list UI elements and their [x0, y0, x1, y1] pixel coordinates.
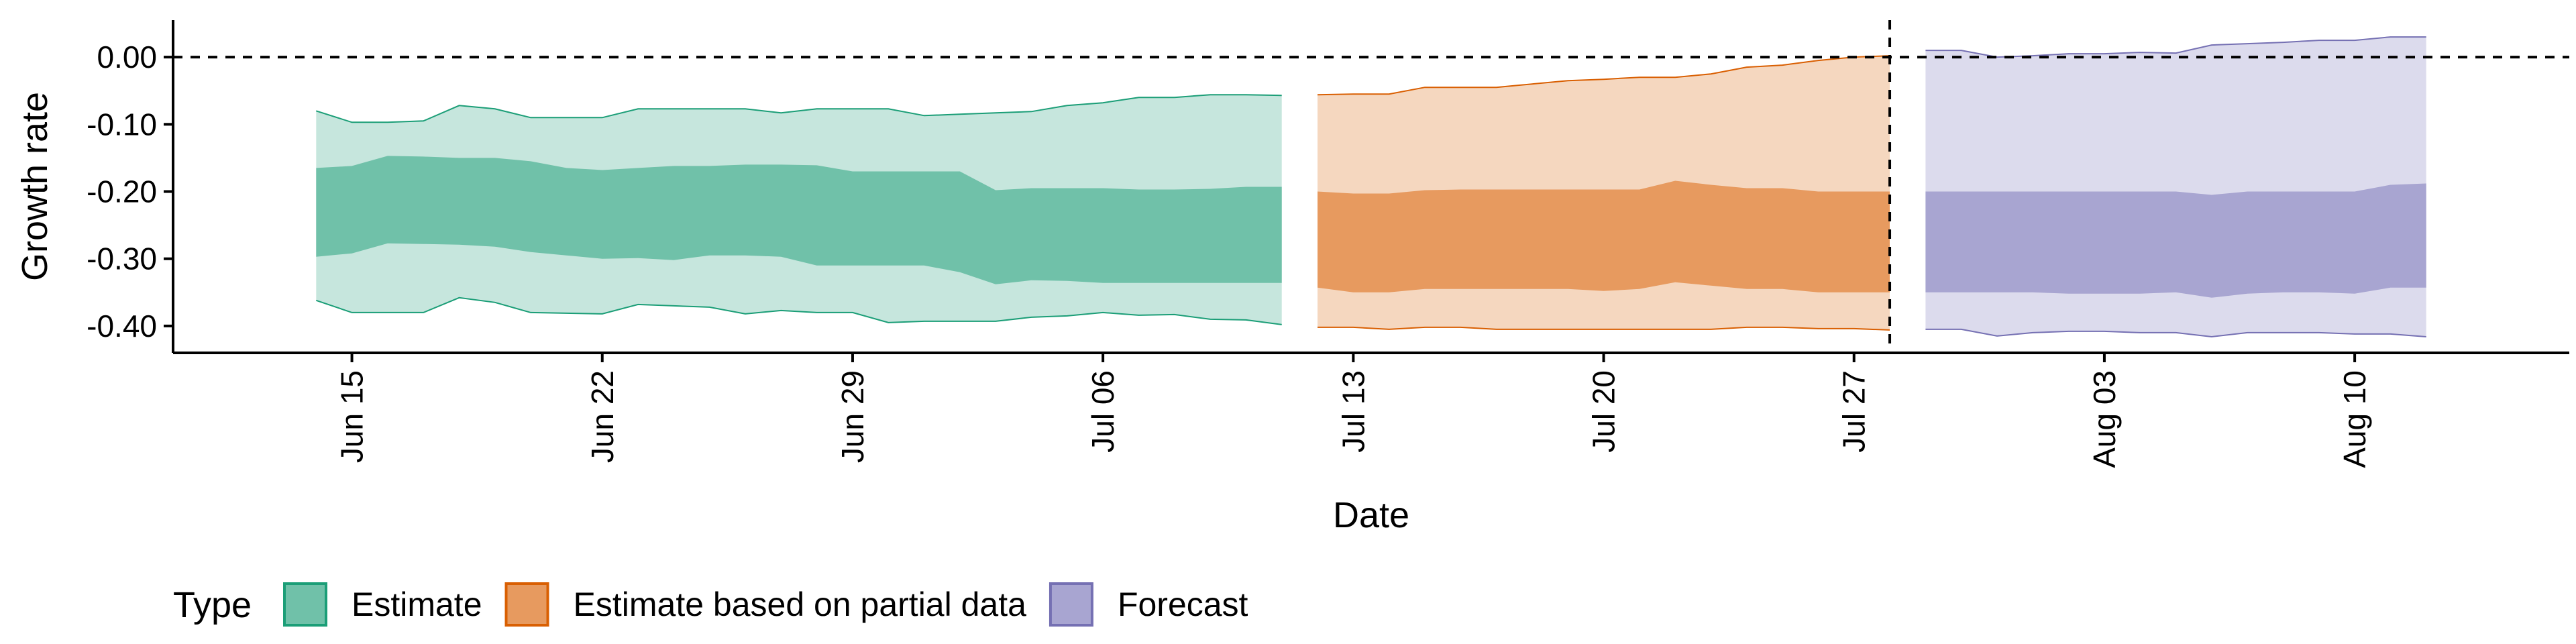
- inner-interval-band: [1925, 183, 2426, 298]
- legend-item-estimate: Estimate: [283, 582, 482, 627]
- y-tick-label: -0.20: [87, 174, 157, 209]
- outer-lower-line: [1925, 328, 2426, 338]
- legend-label: Estimate: [352, 586, 482, 623]
- y-tick-label: -0.40: [87, 309, 157, 343]
- y-axis-title: Growth rate: [15, 92, 55, 281]
- outer-upper-line: [1317, 55, 1890, 96]
- legend-swatch: [504, 582, 549, 627]
- outer-upper-line: [315, 94, 1282, 123]
- inner-interval-band: [316, 156, 1282, 284]
- outer-lower-line: [1318, 326, 1890, 331]
- axes: [172, 20, 2569, 354]
- x-tick-label: Jul 06: [1085, 370, 1120, 453]
- reference-lines: [173, 20, 2569, 353]
- legend-item-estimate-based-on-partial-data: Estimate based on partial data: [504, 582, 1027, 627]
- y-tick-label: 0.00: [97, 40, 157, 74]
- x-tick-label: Jul 13: [1336, 370, 1371, 453]
- inner-interval-band: [1318, 180, 1890, 292]
- y-ticks: 0.00 -0.10 -0.20 -0.30 -0.40: [87, 40, 173, 343]
- series-estimate: [315, 94, 1282, 325]
- y-tick-label: -0.30: [87, 241, 157, 276]
- series-forecast: [1925, 36, 2426, 338]
- legend-title: Type: [173, 585, 252, 625]
- y-tick-label: -0.10: [87, 107, 157, 142]
- series-bands: [315, 36, 2426, 338]
- x-tick-label: Aug 10: [2337, 370, 2372, 468]
- x-tick-label: Jun 15: [335, 370, 370, 463]
- x-tick-label: Jun 22: [585, 370, 620, 463]
- x-ticks: Jun 15 Jun 22 Jun 29 Jul 06 Jul 13 Jul 20 Jul …: [335, 353, 2372, 468]
- x-tick-label: Aug 03: [2087, 370, 2122, 468]
- x-axis-title: Date: [1333, 495, 1409, 535]
- legend-swatch: [283, 582, 327, 627]
- series-estimate-based-on-partial-data: [1317, 55, 1890, 331]
- legend-swatch: [1049, 582, 1093, 627]
- x-tick-label: Jun 29: [835, 370, 870, 463]
- x-tick-label: Jul 27: [1837, 370, 1872, 453]
- x-tick-label: Jul 20: [1587, 370, 1621, 453]
- legend-label: Estimate based on partial data: [574, 586, 1027, 623]
- outer-lower-line: [315, 297, 1282, 325]
- legend: Type Estimate Estimate based on partial d…: [173, 582, 1248, 627]
- legend-label: Forecast: [1118, 586, 1248, 623]
- legend-item-forecast: Forecast: [1049, 582, 1248, 627]
